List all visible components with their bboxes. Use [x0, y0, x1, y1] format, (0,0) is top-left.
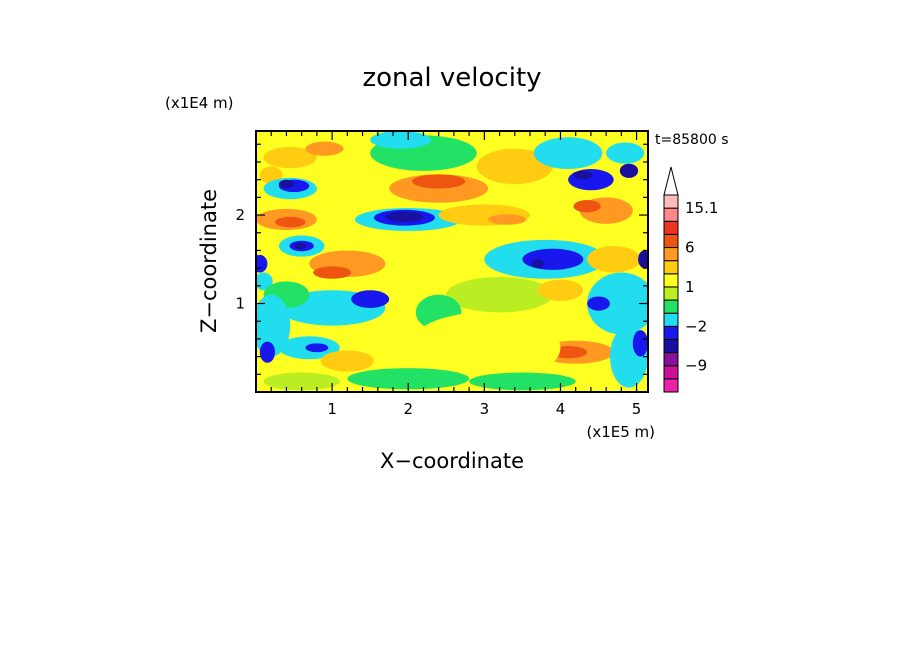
plot-area	[255, 130, 649, 393]
colorbar-tick-label: 15.1	[685, 199, 718, 217]
velocity-region	[606, 142, 645, 164]
velocity-region	[587, 272, 648, 335]
colorbar-segment	[663, 338, 679, 354]
time-label: t=85800 s	[655, 132, 729, 148]
plot-frame	[255, 130, 649, 393]
x-tick-label: 3	[480, 400, 490, 418]
velocity-region	[619, 163, 639, 178]
colorbar-tick-label: 1	[685, 278, 695, 296]
velocity-region	[574, 170, 593, 180]
velocity-region	[351, 290, 390, 308]
velocity-region	[256, 294, 291, 357]
velocity-region	[522, 248, 584, 270]
x-axis-multiplier: (x1E5 m)	[586, 423, 655, 441]
velocity-region	[305, 141, 344, 156]
colorbar-segment	[663, 378, 679, 393]
velocity-region	[278, 179, 295, 189]
velocity-region	[275, 216, 306, 228]
x-tick-label: 5	[632, 400, 642, 418]
colorbar-segment	[663, 247, 679, 262]
colorbar-tick-label: 6	[685, 239, 695, 257]
y-axis-multiplier: (x1E4 m)	[165, 94, 234, 112]
colorbar-segment	[663, 220, 679, 235]
velocity-region	[256, 254, 268, 273]
y-tick-label: 2	[235, 206, 245, 224]
colorbar-tick-label: −2	[685, 317, 707, 335]
velocity-region	[587, 296, 610, 311]
y-axis-ticks: 12	[235, 143, 648, 375]
velocity-region	[370, 131, 432, 149]
velocity-region	[573, 200, 601, 213]
velocity-region	[305, 343, 329, 353]
velocity-region	[638, 250, 648, 269]
colorbar-tick-label: −9	[685, 357, 707, 375]
velocity-region	[385, 211, 424, 223]
y-axis-title: Z−coordinate	[197, 189, 221, 333]
velocity-region	[263, 372, 340, 391]
x-tick-label: 1	[327, 400, 337, 418]
velocity-region	[469, 372, 576, 391]
x-axis-title: X−coordinate	[380, 449, 524, 473]
colorbar-segment	[663, 207, 679, 222]
velocity-region	[531, 259, 544, 269]
colorbar: 15.1 6 1 −2 −9	[663, 166, 718, 393]
velocity-region	[587, 246, 641, 273]
colorbar-segment	[663, 325, 679, 340]
velocity-region	[537, 279, 584, 301]
x-tick-label: 4	[556, 400, 566, 418]
colorbar-segment	[663, 273, 679, 288]
velocity-region	[294, 242, 307, 250]
velocity-region	[313, 266, 352, 279]
velocity-region	[263, 146, 317, 169]
colorbar-segment	[663, 365, 679, 380]
velocity-region	[632, 330, 648, 357]
colorbar-segment	[663, 286, 679, 301]
colorbar-segment	[663, 352, 679, 367]
velocity-region	[347, 368, 470, 390]
x-tick-label: 2	[403, 400, 413, 418]
colorbar-segment	[663, 312, 679, 327]
velocity-region	[488, 214, 527, 225]
velocity-region	[320, 350, 374, 372]
colorbar-segment	[663, 299, 679, 314]
velocity-region	[476, 148, 553, 185]
colorbar-segment	[663, 260, 679, 275]
y-tick-label: 1	[235, 295, 245, 313]
chart-title: zonal velocity	[362, 63, 541, 93]
velocity-region	[412, 174, 466, 189]
velocity-region	[259, 341, 276, 363]
x-axis-ticks: 1 2 3 4 5	[270, 131, 642, 418]
velocity-region	[446, 276, 553, 313]
colorbar-overflow-arrow	[663, 166, 679, 196]
velocity-region	[533, 137, 603, 170]
colorbar-segment	[663, 233, 679, 249]
colorbar-segment	[663, 194, 679, 209]
velocity-region	[568, 169, 614, 191]
velocity-region	[408, 312, 561, 384]
velocity-field	[256, 131, 648, 391]
